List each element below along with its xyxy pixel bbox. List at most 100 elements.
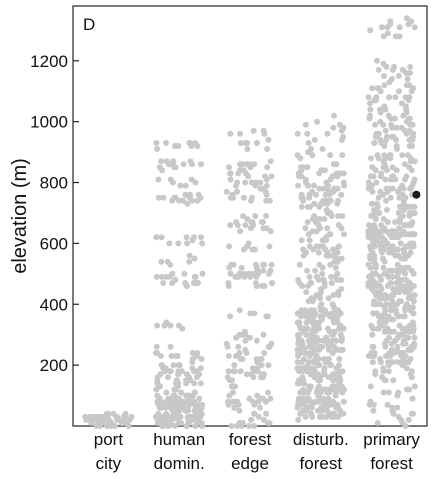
data-point — [378, 170, 385, 177]
data-point — [180, 197, 186, 204]
data-point — [305, 283, 312, 289]
data-point — [334, 374, 341, 381]
data-point — [300, 386, 307, 393]
data-point — [409, 219, 416, 226]
data-point — [237, 161, 244, 168]
x-category-label: forest — [300, 454, 343, 473]
data-point — [238, 264, 245, 271]
data-point — [327, 152, 334, 159]
data-point — [335, 413, 342, 420]
data-point — [267, 267, 274, 274]
data-point — [395, 73, 402, 79]
y-tick-label: 800 — [40, 174, 68, 193]
data-point — [192, 273, 199, 280]
data-point — [369, 359, 376, 366]
data-point — [311, 200, 318, 207]
data-point — [316, 185, 323, 192]
data-point — [406, 386, 413, 393]
data-point — [402, 270, 409, 277]
data-point — [269, 280, 276, 286]
data-point — [295, 182, 302, 189]
data-point — [309, 298, 316, 305]
data-point — [312, 374, 319, 381]
data-point — [332, 392, 339, 399]
data-point — [297, 410, 304, 417]
data-point — [233, 182, 239, 189]
data-point — [313, 191, 319, 198]
data-point — [306, 237, 313, 244]
data-point — [374, 152, 381, 159]
data-point — [259, 371, 266, 378]
data-point — [155, 194, 162, 201]
data-point — [381, 103, 388, 110]
data-point — [383, 185, 390, 192]
data-point — [229, 191, 236, 198]
data-point — [389, 359, 396, 366]
data-point — [188, 176, 195, 183]
data-point — [186, 252, 193, 259]
data-point — [165, 374, 171, 381]
data-point — [108, 420, 115, 426]
data-point — [411, 203, 418, 210]
data-point — [387, 316, 394, 323]
data-point — [261, 130, 268, 137]
data-point — [295, 170, 302, 177]
data-point — [311, 182, 317, 189]
data-point — [153, 140, 160, 146]
data-point — [380, 264, 387, 271]
data-point — [374, 325, 381, 332]
data-point — [163, 273, 170, 280]
data-point — [154, 380, 161, 387]
data-point — [295, 350, 302, 356]
data-point — [253, 337, 260, 344]
data-point — [237, 140, 244, 146]
data-point — [228, 423, 235, 429]
data-point — [240, 246, 247, 253]
data-point — [320, 276, 327, 283]
data-point — [246, 270, 252, 277]
data-point — [403, 82, 410, 89]
data-point — [308, 313, 315, 320]
data-point — [307, 383, 314, 390]
data-point — [394, 359, 401, 366]
data-point — [399, 182, 405, 189]
data-point — [372, 368, 379, 375]
data-point — [333, 337, 340, 344]
data-point — [399, 353, 406, 359]
data-point — [227, 270, 234, 277]
data-point — [242, 346, 249, 353]
data-point — [182, 191, 189, 198]
data-point — [369, 85, 376, 92]
data-point — [227, 176, 234, 183]
data-point — [366, 100, 373, 107]
data-point — [159, 362, 166, 369]
y-tick-label: 1000 — [30, 113, 68, 132]
data-point — [303, 289, 310, 296]
data-point — [409, 210, 416, 216]
data-point — [335, 368, 342, 375]
data-point — [330, 377, 337, 384]
data-point — [368, 322, 375, 329]
data-point — [188, 143, 195, 149]
data-point — [263, 313, 270, 320]
data-point — [304, 130, 311, 137]
data-point — [402, 423, 409, 429]
data-point — [171, 386, 178, 393]
data-point — [153, 234, 160, 241]
data-point — [167, 176, 174, 183]
data-point — [390, 377, 397, 384]
x-category-label: forest — [370, 454, 413, 473]
data-point — [395, 210, 402, 216]
data-point — [403, 203, 410, 210]
data-point — [325, 210, 332, 216]
data-point — [323, 234, 330, 241]
x-category-label: primary — [363, 430, 420, 449]
data-point — [411, 24, 418, 31]
data-point — [301, 356, 308, 362]
data-point — [367, 27, 374, 34]
data-point — [311, 136, 318, 143]
data-point — [182, 182, 189, 189]
data-point — [301, 407, 308, 414]
data-point — [181, 270, 188, 277]
data-point — [405, 222, 411, 229]
